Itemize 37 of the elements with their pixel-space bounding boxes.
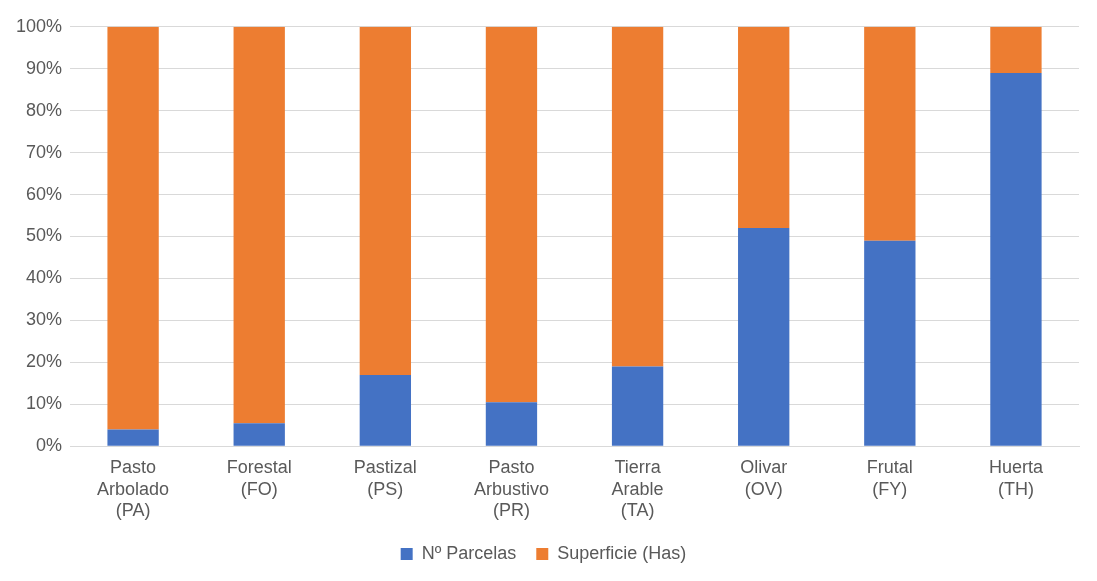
bar <box>359 374 411 446</box>
bar <box>990 72 1042 446</box>
y-tick-label: 100% <box>15 15 63 36</box>
bar <box>107 429 159 446</box>
x-tick-label: Tierra Arable (TA) <box>611 456 664 521</box>
y-tick-label: 80% <box>26 99 63 120</box>
bar <box>107 26 159 430</box>
legend-label: Nº Parcelas <box>421 542 517 563</box>
bar <box>611 366 664 446</box>
x-tick-label: Olivar (OV) <box>740 456 788 499</box>
x-tick-label: Pasto Arbustivo (PR) <box>473 456 549 521</box>
y-tick-label: 60% <box>26 183 63 204</box>
y-tick-label: 50% <box>26 225 63 246</box>
y-tick-label: 30% <box>26 309 63 330</box>
bar <box>738 26 790 229</box>
bar <box>738 228 790 446</box>
x-tick-label: Pasto Arbolado (PA) <box>97 456 170 521</box>
y-tick-label: 20% <box>26 351 63 372</box>
bar <box>611 26 664 367</box>
x-tick-label: Huerta (TH) <box>988 456 1044 499</box>
y-tick-label: 70% <box>26 141 63 162</box>
legend-label: Superficie (Has) <box>557 542 687 563</box>
x-tick-label: Pastizal (PS) <box>353 456 417 499</box>
bar <box>233 26 285 424</box>
bar <box>485 402 538 446</box>
x-tick-label: Forestal (FO) <box>226 456 292 499</box>
y-tick-label: 90% <box>26 57 63 78</box>
y-tick-label: 10% <box>26 393 63 414</box>
bar <box>990 26 1042 73</box>
bar <box>233 423 285 446</box>
x-tick-label: Frutal (FY) <box>866 456 913 499</box>
bar <box>864 240 916 446</box>
bar <box>864 26 916 241</box>
bar <box>485 26 538 403</box>
bar <box>359 26 411 375</box>
y-tick-label: 0% <box>36 435 63 456</box>
y-tick-label: 40% <box>26 267 63 288</box>
